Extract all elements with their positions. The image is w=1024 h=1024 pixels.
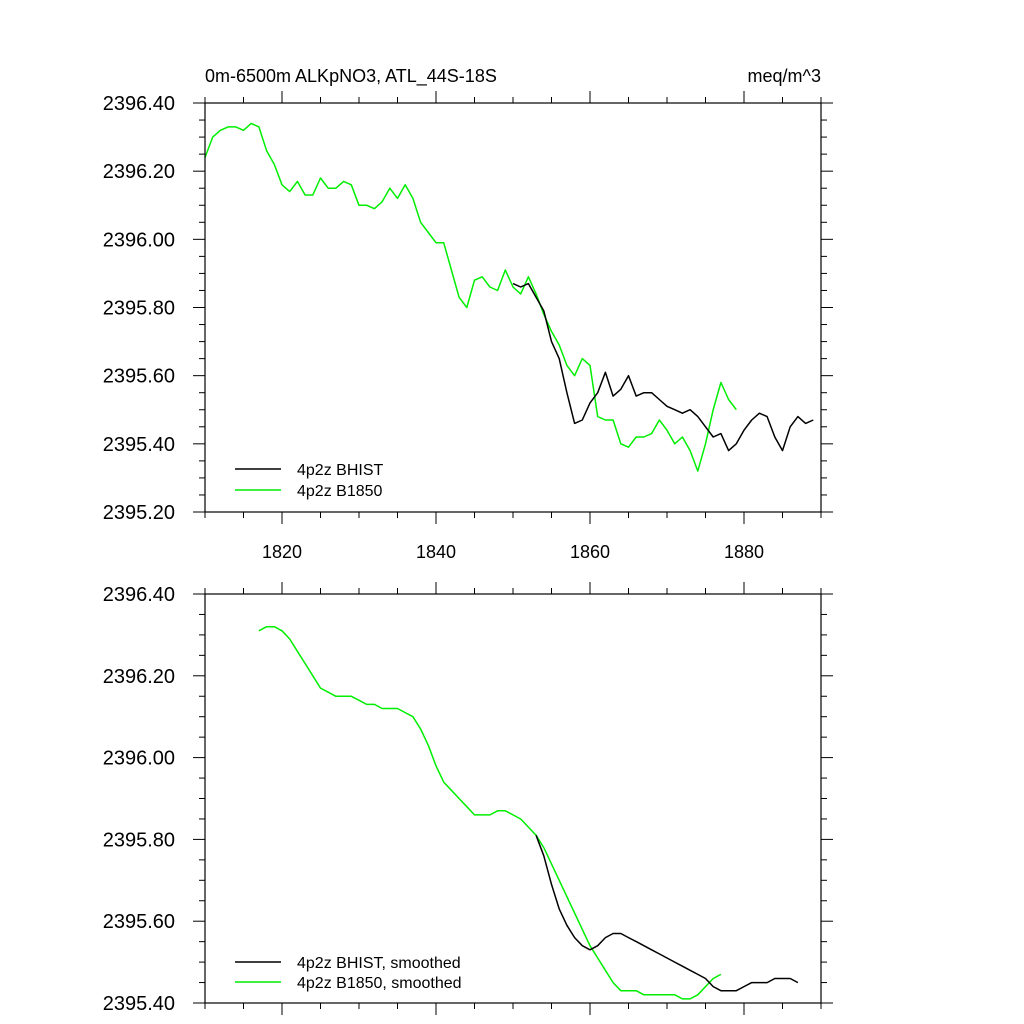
bottom-panel: 2395.40 2395.60 2395.80 2396.00 2396.20 2396.…: [103, 582, 833, 1015]
bottom-ytick-label: 2396.20: [103, 666, 175, 688]
bottom-ytick-label: 2396.40: [103, 584, 175, 606]
top-axis-ticks: [193, 91, 833, 524]
bottom-legend: 4p2z BHIST, smoothed 4p2z B1850, smoothe…: [235, 955, 462, 992]
top-xtick-label: 1880: [724, 542, 764, 562]
bottom-ytick-label: 2395.60: [103, 911, 175, 933]
top-ytick-label: 2396.20: [103, 161, 175, 183]
bottom-series-line-0: [535, 835, 799, 992]
top-ytick-label: 2396.40: [103, 93, 175, 115]
bottom-series-line-1: [258, 625, 722, 1000]
top-ytick-label: 2395.80: [103, 298, 175, 320]
top-legend: 4p2z BHIST 4p2z B1850: [235, 462, 383, 500]
bottom-plot-frame: [204, 593, 822, 1004]
top-xtick-label: 1860: [570, 542, 610, 562]
top-axis-tick-labels: 2395.20 2395.40 2395.60 2395.80 2396.00 2396.…: [103, 93, 764, 562]
top-legend-label-bhist: 4p2z BHIST: [297, 462, 383, 479]
top-title-left: 0m-6500m ALKpNO3, ATL_44S-18S: [205, 66, 497, 87]
bottom-legend-label-bhist: 4p2z BHIST, smoothed: [297, 955, 461, 972]
bottom-ytick-label: 2395.40: [103, 993, 175, 1015]
top-plot-frame: [204, 102, 822, 513]
bottom-axis-ticks: [193, 582, 833, 1015]
bottom-ytick-label: 2395.80: [103, 829, 175, 851]
top-series-line-0: [512, 282, 814, 452]
top-series-line-1: [204, 122, 737, 472]
top-series-lines: [204, 122, 814, 472]
top-ytick-label: 2395.20: [103, 502, 175, 524]
bottom-ytick-label: 2396.00: [103, 748, 175, 770]
top-ytick-label: 2395.40: [103, 434, 175, 456]
top-ytick-label: 2395.60: [103, 366, 175, 388]
bottom-legend-label-b1850: 4p2z B1850, smoothed: [297, 975, 462, 992]
top-panel: 0m-6500m ALKpNO3, ATL_44S-18S meq/m^3 23…: [103, 66, 833, 562]
bottom-series-lines: [258, 625, 799, 1000]
top-xtick-label: 1840: [416, 542, 456, 562]
top-title-right: meq/m^3: [748, 66, 821, 86]
top-ytick-label: 2396.00: [103, 229, 175, 251]
top-xtick-label: 1820: [262, 542, 302, 562]
bottom-axis-tick-labels: 2395.40 2395.60 2395.80 2396.00 2396.20 2396.…: [103, 584, 175, 1015]
top-legend-label-b1850: 4p2z B1850: [297, 483, 383, 500]
